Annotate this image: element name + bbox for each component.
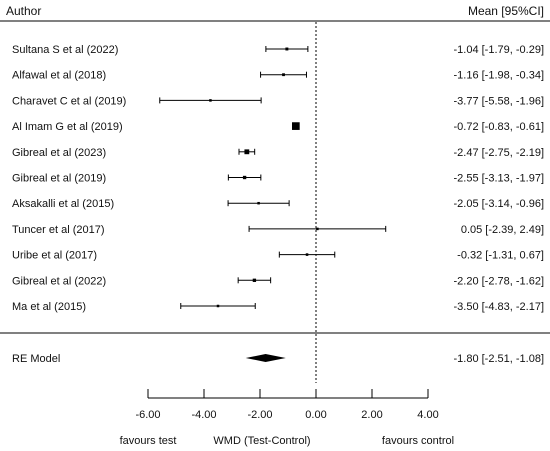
study-row: Ma et al (2015) -3.50 [-4.83, -2.17] <box>12 301 544 313</box>
point-estimate <box>285 47 289 51</box>
point-estimate <box>242 175 247 180</box>
study-row: Sultana S et al (2022) -1.04 [-1.79, -0.2… <box>12 44 544 56</box>
study-label: Sultana S et al (2022) <box>12 44 118 56</box>
point-estimate <box>252 278 257 282</box>
study-row: Aksakalli et al (2015) -2.05 [-3.14, -0.9… <box>12 198 544 210</box>
study-row: Gibreal et al (2023) -2.47 [-2.75, -2.19] <box>12 147 544 159</box>
study-label: Gibreal et al (2019) <box>12 173 106 185</box>
pooled-estimate-text: -1.80 [-2.51, -1.08] <box>454 353 545 365</box>
study-estimate-text: -3.50 [-4.83, -2.17] <box>454 301 545 313</box>
header-author: Author <box>6 4 41 18</box>
study-row: Gibreal et al (2019) -2.55 [-3.13, -1.97] <box>12 173 544 185</box>
point-estimate <box>305 253 309 256</box>
point-estimate <box>257 201 260 205</box>
study-estimate-text: -2.20 [-2.78, -1.62] <box>454 275 545 287</box>
study-label: Gibreal et al (2022) <box>12 275 106 287</box>
study-label: Aksakalli et al (2015) <box>12 198 114 210</box>
study-row: Alfawal et al (2018) -1.16 [-1.98, -0.34] <box>12 70 544 82</box>
study-label: Al Imam G et al (2019) <box>12 121 123 133</box>
point-estimate <box>244 149 250 155</box>
study-estimate-text: 0.05 [-2.39, 2.49] <box>461 224 544 236</box>
study-label: Uribe et al (2017) <box>12 250 97 262</box>
x-tick-label: -4.00 <box>191 409 216 421</box>
x-axis: -6.00 -4.00 -2.00 0.00 2.00 4.00 <box>135 389 439 421</box>
study-estimate-text: -0.72 [-0.83, -0.61] <box>454 121 545 133</box>
x-tick-label: 2.00 <box>361 409 382 421</box>
study-estimate-text: -2.05 [-3.14, -0.96] <box>454 198 545 210</box>
x-tick-label: 4.00 <box>417 409 438 421</box>
x-axis-label: WMD (Test-Control) <box>213 435 310 447</box>
study-row: Tuncer et al (2017) 0.05 [-2.39, 2.49] <box>12 224 544 236</box>
study-row: Charavet C et al (2019) -3.77 [-5.58, -1.… <box>12 95 544 107</box>
study-label: Tuncer et al (2017) <box>12 224 105 236</box>
study-estimate-text: -1.04 [-1.79, -0.29] <box>454 44 545 56</box>
study-label: Gibreal et al (2023) <box>12 147 106 159</box>
study-estimate-text: -3.77 [-5.58, -1.96] <box>454 95 545 107</box>
study-estimate-text: -1.16 [-1.98, -0.34] <box>454 70 545 82</box>
favours-control-note: favours control <box>382 435 454 447</box>
study-estimate-text: -2.47 [-2.75, -2.19] <box>454 147 545 159</box>
study-row: Uribe et al (2017) -0.32 [-1.31, 0.67] <box>12 250 544 262</box>
study-estimate-text: -2.55 [-3.13, -1.97] <box>454 173 545 185</box>
point-estimate <box>282 73 285 77</box>
x-tick-label: -2.00 <box>247 409 272 421</box>
study-label: Ma et al (2015) <box>12 301 86 313</box>
study-estimate-text: -0.32 [-1.31, 0.67] <box>457 250 544 262</box>
point-estimate <box>209 99 212 102</box>
favours-test-note: favours test <box>120 435 177 447</box>
x-tick-label: 0.00 <box>305 409 326 421</box>
header-mean-ci: Mean [95%CI] <box>468 4 544 18</box>
study-label: Alfawal et al (2018) <box>12 70 106 82</box>
study-row: Gibreal et al (2022) -2.20 [-2.78, -1.62] <box>12 275 544 287</box>
study-row: Al Imam G et al (2019) -0.72 [-0.83, -0.6… <box>12 121 544 133</box>
study-rows: Sultana S et al (2022) -1.04 [-1.79, -0.2… <box>12 44 544 365</box>
point-estimate <box>292 122 300 130</box>
point-estimate <box>216 304 220 308</box>
x-tick-label: -6.00 <box>135 409 160 421</box>
point-estimate <box>316 227 319 231</box>
pooled-label: RE Model <box>12 353 60 365</box>
study-label: Charavet C et al (2019) <box>12 95 126 107</box>
pooled-diamond <box>245 354 286 362</box>
